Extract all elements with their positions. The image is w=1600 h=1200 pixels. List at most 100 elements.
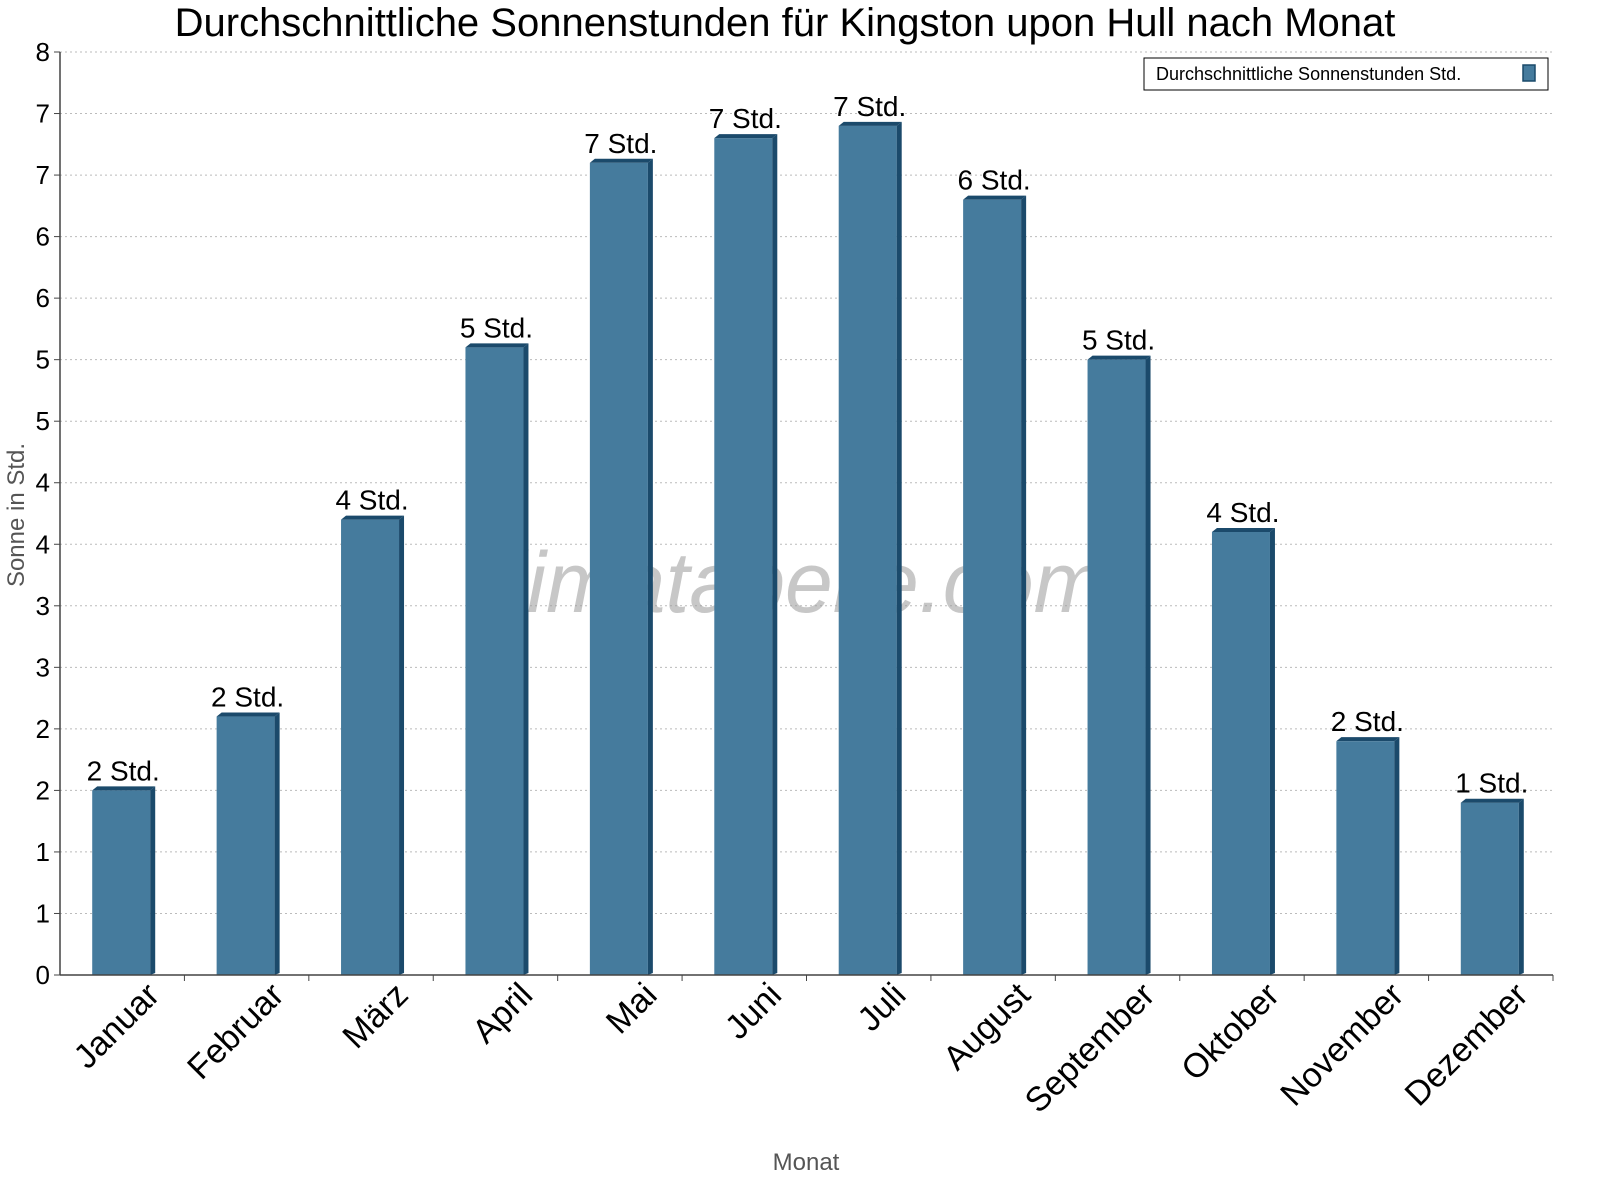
bar-top — [216, 712, 280, 717]
y-tick-label: 4 — [36, 529, 50, 559]
y-tick-label: 2 — [36, 775, 50, 805]
x-tick-label: Oktober — [1174, 976, 1286, 1088]
x-tick-label: Januar — [66, 976, 166, 1076]
bar-side — [399, 515, 405, 975]
y-tick-label: 3 — [36, 652, 50, 682]
y-tick-label: 8 — [36, 37, 50, 67]
bar-side — [647, 158, 653, 975]
x-tick-label: September — [1018, 976, 1162, 1120]
bar-september: 5 Std. — [1082, 325, 1155, 976]
x-tick-label: März — [335, 976, 415, 1056]
bar-top — [465, 343, 529, 348]
bar-juli: 7 Std. — [833, 91, 906, 976]
y-tick-label: 6 — [36, 283, 50, 313]
bar-oktober: 4 Std. — [1206, 497, 1280, 975]
x-tick-label: Mai — [599, 976, 665, 1042]
y-tick-label: 5 — [36, 406, 50, 436]
bar-face — [714, 138, 773, 975]
bar-face — [589, 162, 648, 975]
y-axis-title: Sonne in Std. — [3, 443, 30, 587]
data-label: 5 Std. — [1082, 325, 1155, 356]
bar-februar: 2 Std. — [211, 682, 284, 975]
data-label: 4 Std. — [335, 485, 408, 516]
bar-side — [1518, 798, 1524, 975]
bar-top — [1211, 527, 1275, 532]
legend[interactable]: Durchschnittliche Sonnenstunden Std. — [1143, 57, 1549, 91]
x-axis-ticks: Januar Februar März April Mai Juni Juli AugustS… — [66, 975, 1554, 1120]
legend-label: Durchschnittliche Sonnenstunden Std. — [1156, 64, 1461, 84]
bar-juni: 7 Std. — [709, 103, 782, 975]
y-tick-label: 2 — [36, 714, 50, 744]
y-tick-label: 7 — [36, 99, 50, 129]
bar-mai: 7 Std. — [584, 128, 657, 975]
bar-face — [838, 125, 897, 976]
bar-august: 6 Std. — [958, 165, 1031, 975]
bar-face — [465, 347, 524, 975]
bar-top — [1087, 355, 1151, 360]
y-tick-label: 1 — [36, 837, 50, 867]
bar-top — [714, 134, 778, 139]
data-label: 1 Std. — [1455, 768, 1528, 799]
bar-side — [1269, 527, 1275, 975]
bar-top — [92, 786, 156, 791]
bar-dezember: 1 Std. — [1455, 768, 1528, 975]
bar-top — [963, 195, 1027, 200]
bar-face — [1336, 741, 1395, 975]
data-label: 7 Std. — [584, 128, 657, 159]
data-label: 7 Std. — [833, 91, 906, 122]
bar-top — [1336, 737, 1400, 742]
bar-side — [274, 712, 280, 975]
bar-face — [92, 790, 151, 975]
x-tick-label: November — [1273, 976, 1411, 1114]
data-label: 6 Std. — [958, 165, 1031, 196]
y-tick-label: 0 — [36, 960, 50, 990]
x-tick-label: Februar — [180, 976, 291, 1087]
bar-top — [589, 158, 653, 163]
y-tick-label: 3 — [36, 591, 50, 621]
bar-side — [772, 134, 778, 975]
y-tick-label: 5 — [36, 345, 50, 375]
y-axis-ticks: 0 1 1 2 2 3 3 4 4 5 5 6 6 7 7 8 — [36, 37, 60, 990]
bar-april: 5 Std. — [460, 312, 533, 975]
x-tick-label: August — [936, 975, 1038, 1077]
data-label: 7 Std. — [709, 103, 782, 134]
x-tick-label: April — [465, 976, 540, 1051]
bar-face — [1460, 802, 1519, 975]
y-tick-label: 6 — [36, 222, 50, 252]
legend-box — [1143, 57, 1549, 91]
bar-november: 2 Std. — [1331, 706, 1404, 975]
bar-top — [838, 121, 902, 126]
x-axis-title: Monat — [773, 1149, 840, 1176]
bar-side — [896, 121, 902, 976]
bar-side — [1394, 737, 1400, 975]
bars: 2 Std. 2 Std. 4 Std. 5 Std. 7 Std. 7 Std. 7 St… — [87, 91, 1528, 976]
data-label: 4 Std. — [1206, 497, 1279, 528]
legend-swatch — [1522, 64, 1536, 82]
x-tick-label: Juni — [718, 976, 789, 1047]
data-label: 2 Std. — [87, 755, 160, 786]
data-label: 5 Std. — [460, 312, 533, 343]
data-label: 2 Std. — [1331, 706, 1404, 737]
bar-top — [1460, 798, 1524, 803]
chart-title: Durchschnittliche Sonnenstunden für King… — [175, 1, 1396, 45]
bar-side — [1145, 355, 1151, 976]
x-tick-label: Dezember — [1398, 976, 1536, 1114]
bar-face — [1211, 531, 1270, 975]
bar-märz: 4 Std. — [335, 485, 409, 975]
bar-side — [150, 786, 156, 975]
x-tick-label: Juli — [850, 976, 913, 1039]
bar-januar: 2 Std. — [87, 755, 160, 975]
bar-face — [963, 199, 1022, 975]
bar-face — [341, 519, 400, 975]
y-tick-label: 1 — [36, 898, 50, 928]
y-tick-label: 4 — [36, 468, 50, 498]
gridlines — [60, 51, 1553, 914]
bar-side — [1021, 195, 1027, 975]
y-tick-label: 7 — [36, 160, 50, 190]
bar-side — [523, 343, 529, 975]
bar-face — [1087, 359, 1146, 976]
bar-top — [341, 515, 405, 520]
bar-face — [216, 716, 275, 975]
data-label: 2 Std. — [211, 682, 284, 713]
